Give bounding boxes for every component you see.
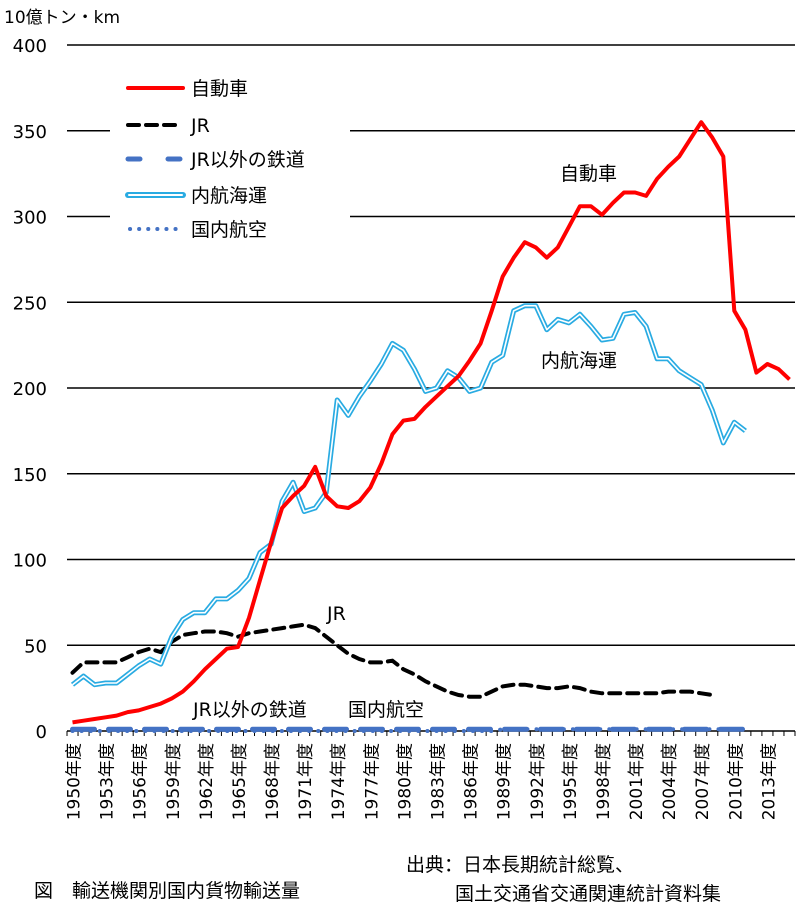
y-tick-label: 250: [13, 293, 47, 314]
series-line-1: [70, 622, 715, 699]
x-tick-label: 1998年度: [594, 743, 614, 820]
legend-label: 自動車: [191, 78, 248, 100]
annotations: 自動車 内航海運 JR JR以外の鉄道 国内航空: [192, 163, 617, 721]
figure-title: 図 輸送機関別国内貨物輸送量: [34, 880, 301, 902]
x-tick-label: 1971年度: [296, 743, 316, 820]
x-tick-label: 1986年度: [462, 743, 482, 820]
legend-background: [110, 68, 350, 248]
annotation-marine: 内航海運: [541, 350, 617, 372]
x-tick-label: 1965年度: [230, 743, 250, 820]
x-tick-label: 1962年度: [197, 743, 217, 820]
x-tick-label: 1989年度: [495, 743, 515, 820]
annotation-other-rail: JR以外の鉄道: [192, 699, 307, 721]
annotation-auto: 自動車: [560, 163, 617, 185]
x-tick-label: 1977年度: [362, 743, 382, 820]
x-tick-label: 1995年度: [561, 743, 581, 820]
legend-label: JR以外の鉄道: [190, 149, 305, 171]
x-tick-label: 1992年度: [528, 743, 548, 820]
y-tick-label: 300: [13, 208, 47, 229]
x-tick-label: 2010年度: [726, 743, 746, 820]
y-axis-label: 10億トン・km: [4, 8, 120, 28]
x-tick-label: 1953年度: [98, 743, 118, 820]
x-tick-label: 1980年度: [395, 743, 415, 820]
x-tick-label: 1968年度: [263, 743, 283, 820]
y-tick-label: 0: [36, 722, 47, 743]
series-line-3: [70, 303, 747, 688]
x-tick-label: 2007年度: [693, 743, 713, 820]
y-tick-labels: 0 50 100 150 200 250 300 350 400: [13, 36, 47, 743]
series-lines: [70, 120, 791, 733]
y-tick-label: 150: [13, 465, 47, 486]
x-tick-label: 1959年度: [164, 743, 184, 820]
x-axis: 1950年度 1953年度 1956年度 1959年度 1962年度 1965年度 1968…: [65, 730, 796, 820]
source-line-2: 国土交通省交通関連統計資料集: [455, 883, 722, 905]
y-tick-label: 200: [13, 379, 47, 400]
x-tick-label: 1956年度: [131, 743, 151, 820]
source-line-1: 出典：日本長期統計総覧、: [406, 854, 635, 876]
series-line-3-inner: [72, 304, 746, 686]
x-tick-label: 1950年度: [65, 743, 85, 820]
x-tick-label: 1974年度: [329, 743, 349, 820]
y-tick-label: 350: [13, 122, 47, 143]
x-tick-label: 2004年度: [660, 743, 680, 820]
x-tick-label: 2001年度: [627, 743, 647, 820]
y-tick-label: 400: [13, 36, 47, 57]
x-tick-label: 2013年度: [759, 743, 779, 820]
annotation-domestic-air: 国内航空: [348, 699, 424, 721]
legend-label: 内航海運: [191, 185, 267, 207]
x-tick-label: 1983年度: [429, 743, 449, 820]
y-tick-label: 100: [13, 551, 47, 572]
legend-label: 国内航空: [191, 219, 267, 241]
series-line-0: [72, 120, 791, 725]
annotation-jr: JR: [326, 603, 346, 625]
y-tick-label: 50: [24, 636, 47, 657]
legend-label: JR: [190, 115, 210, 137]
